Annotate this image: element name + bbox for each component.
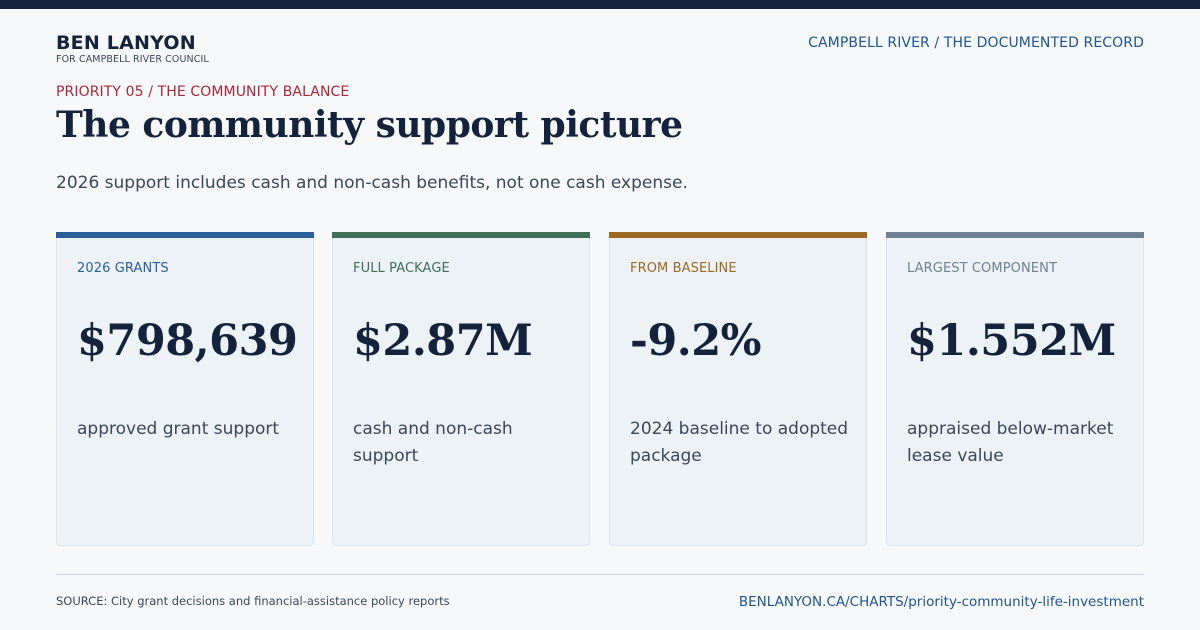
card-description: 2024 baseline to adopted package (630, 419, 849, 466)
top-accent-bar (0, 0, 1200, 9)
stat-card-grants: 2026 GRANTS $798,639 approved grant supp… (56, 232, 314, 546)
card-label: LARGEST COMPONENT (907, 261, 1057, 276)
brand-block: BEN LANYON FOR CAMPBELL RIVER COUNCIL (56, 32, 209, 66)
brand-subtitle: FOR CAMPBELL RIVER COUNCIL (56, 54, 209, 65)
card-accent-bar (609, 232, 867, 238)
section-label: CAMPBELL RIVER / THE DOCUMENTED RECORD (808, 35, 1144, 51)
page-subtitle: 2026 support includes cash and non-cash … (56, 173, 688, 193)
card-description: approved grant support (77, 419, 280, 439)
card-accent-bar (886, 232, 1144, 238)
brand-name: BEN LANYON (56, 32, 196, 54)
priority-kicker: PRIORITY 05 / THE COMMUNITY BALANCE (56, 84, 350, 100)
card-value: -9.2% (630, 316, 762, 366)
card-value: $1.552M (907, 316, 1116, 366)
card-value: $798,639 (77, 316, 298, 366)
page-title: The community support picture (56, 104, 683, 146)
card-accent-bar (332, 232, 590, 238)
card-label: FROM BASELINE (630, 261, 737, 276)
stat-card-largest-component: LARGEST COMPONENT $1.552M appraised belo… (886, 232, 1144, 546)
card-description: cash and non-cash support (353, 419, 513, 466)
footer-url-link[interactable]: BENLANYON.CA/CHARTS/priority-community-l… (738, 594, 1144, 610)
card-description: appraised below-market lease value (907, 419, 1114, 466)
card-label: 2026 GRANTS (77, 261, 169, 276)
footer-divider (56, 574, 1144, 575)
source-note: SOURCE: City grant decisions and financi… (56, 594, 450, 608)
card-value: $2.87M (353, 316, 533, 366)
card-label: FULL PACKAGE (353, 261, 450, 276)
card-accent-bar (56, 232, 314, 238)
stat-card-baseline: FROM BASELINE -9.2% 2024 baseline to ado… (609, 232, 867, 546)
stat-card-full-package: FULL PACKAGE $2.87M cash and non-cash su… (332, 232, 590, 546)
